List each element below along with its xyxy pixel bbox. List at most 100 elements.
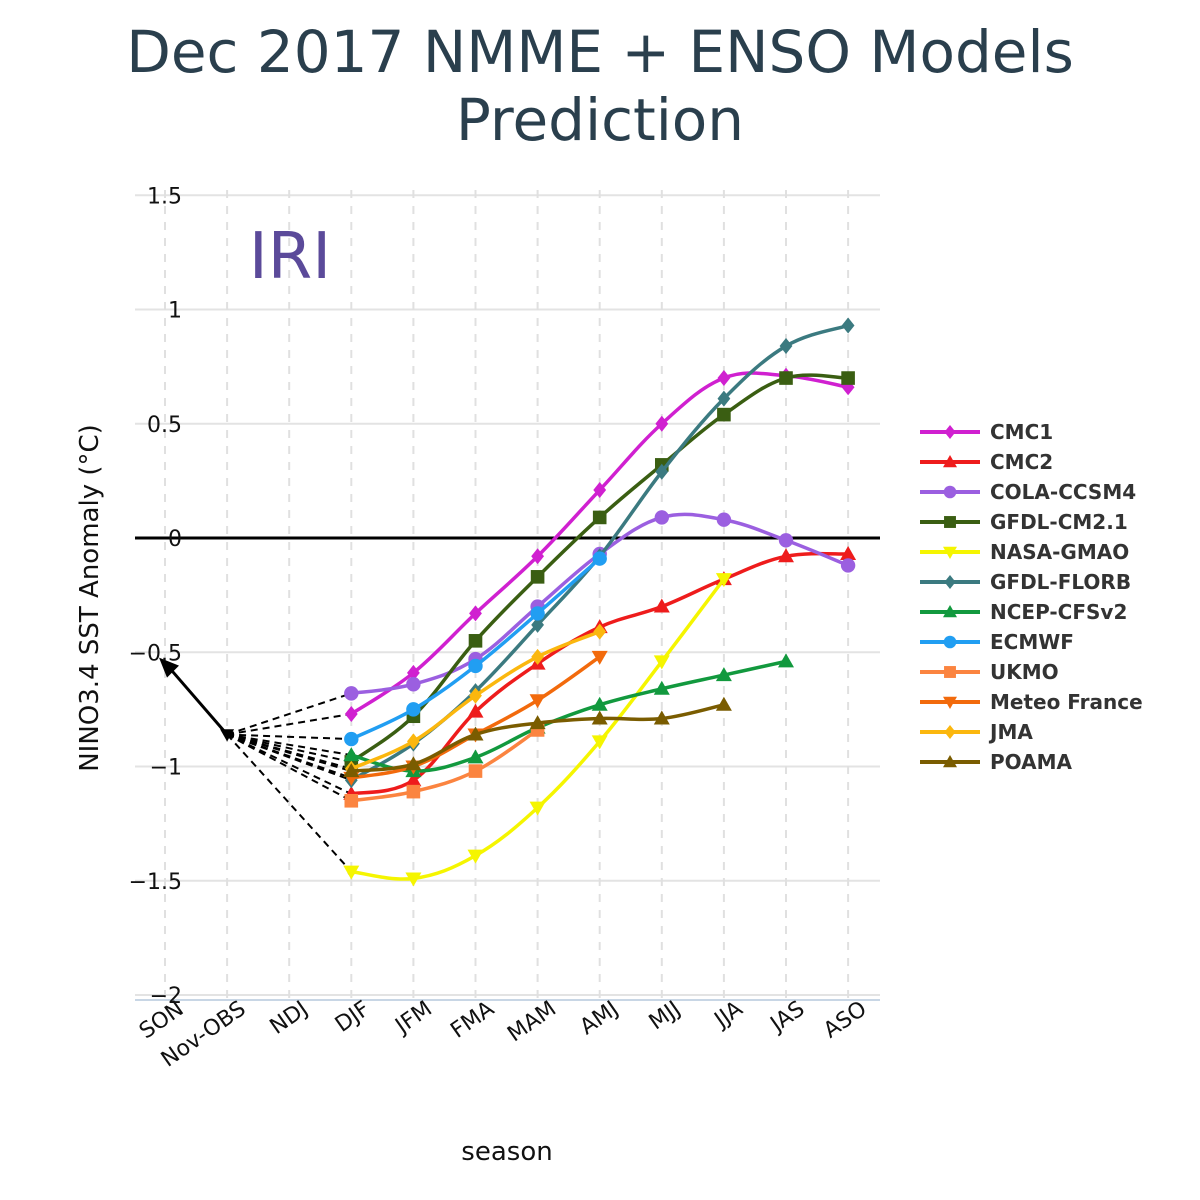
data-point (592, 510, 607, 525)
data-point (653, 710, 670, 725)
data-point (405, 756, 422, 771)
legend-item: GFDL-CM2.1 (920, 510, 1128, 534)
legend-item: NCEP-CFSv2 (920, 600, 1127, 624)
data-point (591, 735, 608, 750)
legend-label: UKMO (990, 660, 1059, 684)
series-group (343, 317, 857, 887)
y-tick-label: 0 (168, 527, 182, 552)
x-tick-label: ASO (819, 996, 871, 1043)
connector-dashed-line (226, 733, 352, 757)
connector-dashed-line (226, 692, 352, 736)
x-tick-label: MAM (503, 996, 561, 1047)
legend-label: ECMWF (990, 630, 1074, 654)
y-tick-label: −2 (150, 984, 182, 1009)
legend-item: JMA (920, 720, 1033, 744)
series-line (351, 512, 849, 696)
data-point (653, 680, 670, 695)
y-axis-ticks: 1.5 1 0.5 0 −0.5 −1 −1.5 −2 (129, 184, 182, 1009)
legend-label: NCEP-CFSv2 (990, 600, 1127, 624)
data-point (531, 548, 544, 565)
data-point (467, 749, 484, 764)
x-tick-label: JJA (709, 996, 748, 1033)
legend-item: CMC1 (920, 420, 1053, 444)
legend-label: COLA-CCSM4 (990, 480, 1136, 504)
data-point (530, 606, 545, 621)
connector-dashed-line (226, 733, 352, 773)
connector-dashed-line (226, 733, 352, 782)
data-point (344, 793, 359, 808)
legend-marker (944, 425, 956, 439)
data-point (344, 705, 358, 722)
observed-arrow-head (159, 657, 179, 678)
legend-item: CMC2 (920, 450, 1053, 474)
x-tick-label: NDJ (266, 996, 313, 1039)
legend-item: UKMO (920, 660, 1059, 684)
data-point (653, 598, 670, 613)
data-point (716, 512, 732, 527)
connector-dashed-line (226, 733, 352, 763)
data-point (840, 545, 857, 560)
data-point (653, 655, 670, 670)
data-point (531, 648, 544, 665)
legend-marker (943, 455, 957, 468)
legend-marker (944, 516, 956, 528)
x-tick-label: JFM (390, 996, 437, 1039)
y-tick-label: −1 (150, 756, 182, 781)
data-point (593, 482, 607, 499)
legend-marker (943, 605, 957, 618)
data-point (592, 551, 607, 566)
iri-watermark: IRI (249, 220, 331, 294)
data-point (779, 371, 793, 385)
data-point (344, 731, 359, 747)
data-point (343, 747, 360, 762)
legend-marker (943, 485, 957, 499)
data-point (655, 415, 669, 432)
chart-title-line-2: Prediction (455, 86, 745, 154)
x-tick-label: FMA (446, 996, 499, 1043)
y-tick-label: 1.5 (147, 184, 182, 209)
data-point (529, 715, 546, 730)
data-point (344, 686, 359, 701)
legend-marker (944, 666, 956, 678)
data-point (405, 872, 422, 887)
grid (135, 190, 880, 1001)
data-point (343, 865, 360, 880)
legend-label: GFDL-CM2.1 (990, 510, 1128, 534)
data-point (467, 703, 484, 718)
legend-label: CMC2 (990, 450, 1053, 474)
x-tick-label: AMJ (576, 996, 624, 1040)
data-point (591, 696, 608, 711)
data-point (469, 605, 482, 622)
data-point (715, 573, 732, 588)
data-point (530, 570, 545, 584)
legend-marker (943, 755, 957, 768)
legend-marker (943, 696, 957, 709)
legend-item: COLA-CCSM4 (920, 480, 1136, 504)
legend-marker (943, 546, 957, 559)
legend-item: Meteo France (920, 690, 1143, 714)
data-point (717, 370, 731, 387)
series-ecmwf (344, 551, 607, 747)
chart-title-line-1: Dec 2017 NMME + ENSO Models (126, 18, 1074, 86)
data-point (468, 634, 483, 648)
data-point (717, 390, 731, 407)
data-point (529, 694, 546, 709)
y-tick-label: 0.5 (147, 413, 182, 438)
legend-item: POAMA (920, 750, 1073, 774)
data-point (593, 623, 607, 640)
legend-label: CMC1 (990, 420, 1053, 444)
x-tick-label: MJJ (645, 996, 686, 1035)
legend-label: Meteo France (990, 690, 1143, 714)
connector-dashed-line (226, 712, 352, 736)
legend-item: GFDL-FLORB (920, 570, 1131, 594)
data-point (531, 616, 544, 633)
series-nasa-gmao (343, 573, 732, 887)
chart-title: Dec 2017 NMME + ENSO Models Prediction (0, 18, 1200, 154)
data-point (343, 763, 360, 778)
legend-marker (944, 575, 956, 589)
data-point (655, 463, 669, 480)
observed-line (169, 668, 229, 736)
data-point (469, 687, 482, 704)
